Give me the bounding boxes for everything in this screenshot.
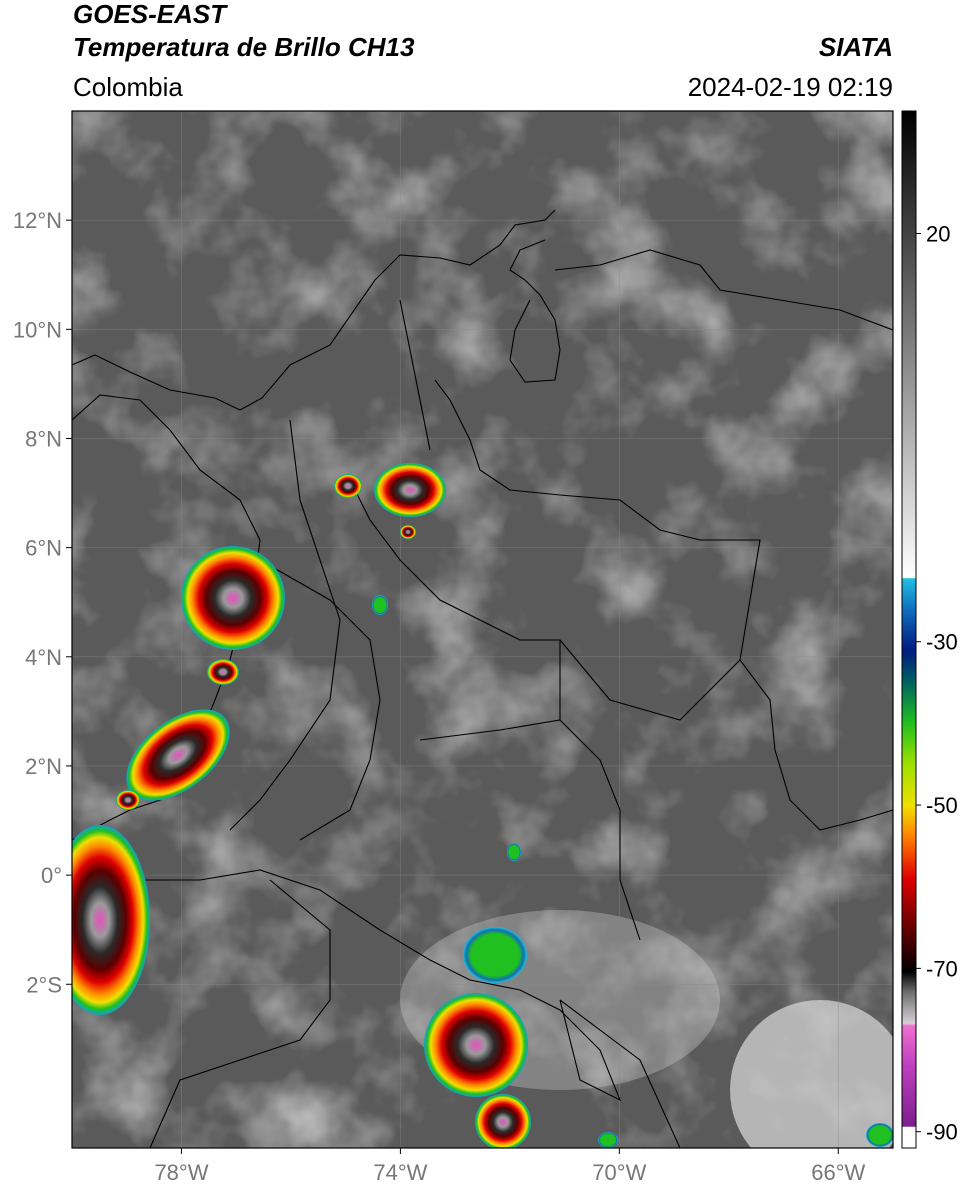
colorbar-tick-label: -50 [926, 793, 958, 818]
lon-tick-label: 66°W [811, 1160, 865, 1185]
colorbar-tick-label: 20 [926, 221, 950, 246]
lat-tick-label: 2°S [26, 972, 62, 997]
lat-tick-label: 8°N [25, 426, 62, 451]
lat-tick-label: 10°N [13, 317, 62, 342]
satellite-title: GOES-EAST [73, 0, 227, 29]
lat-tick-label: 12°N [13, 208, 62, 233]
lat-tick-label: 4°N [25, 645, 62, 670]
agency-label: SIATA [818, 32, 893, 62]
colorbar-tick-label: -90 [926, 1120, 958, 1145]
convective-cells [72, 463, 893, 1148]
colorbar [901, 110, 917, 1149]
product-title: Temperatura de Brillo CH13 [73, 32, 415, 62]
lon-tick-label: 78°W [154, 1160, 208, 1185]
lat-tick-label: 0° [41, 863, 62, 888]
political-borders [72, 209, 893, 1148]
colorbar-tick-label: -30 [926, 630, 958, 655]
map-frame [71, 110, 894, 1149]
lon-tick-label: 74°W [373, 1160, 427, 1185]
lat-tick-label: 6°N [25, 536, 62, 561]
lon-tick-label: 70°W [592, 1160, 646, 1185]
colorbar-tick-label: -70 [926, 956, 958, 981]
timestamp-label: 2024-02-19 02:19 [687, 72, 893, 102]
region-label: Colombia [73, 72, 183, 102]
lat-tick-label: 2°N [25, 754, 62, 779]
